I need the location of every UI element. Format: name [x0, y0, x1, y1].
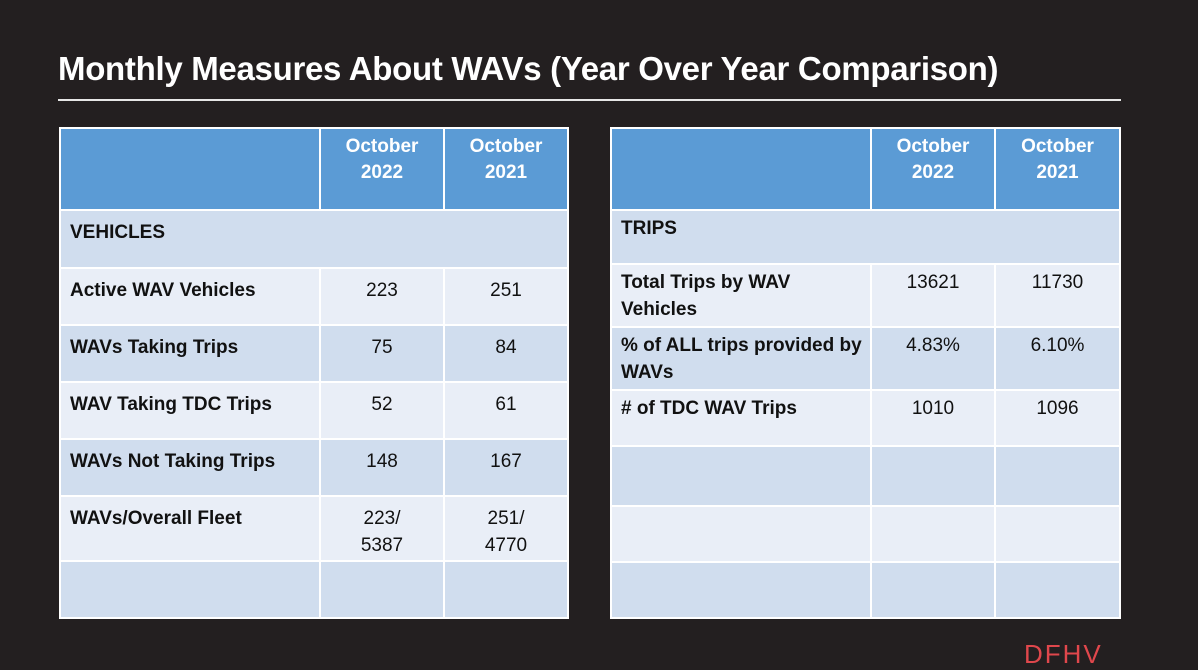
empty-cell — [443, 560, 569, 619]
value-2022: 75 — [319, 324, 445, 383]
header-october-2022: October 2022 — [319, 127, 445, 211]
empty-cell — [994, 505, 1121, 563]
empty-cell — [610, 445, 872, 507]
value-2021: 11730 — [994, 263, 1121, 328]
header-month: October — [1021, 136, 1094, 157]
value-2022: 4.83% — [870, 326, 996, 391]
value-2021: 251/ 4770 — [443, 495, 569, 562]
empty-cell — [870, 445, 996, 507]
row-label: WAVs/Overall Fleet — [59, 495, 321, 562]
table-row: WAVs Taking Trips 75 84 — [59, 324, 569, 383]
table-row: Total Trips by WAV Vehicles 13621 11730 — [610, 263, 1121, 328]
value-2021: 6.10% — [994, 326, 1121, 391]
empty-cell — [610, 561, 872, 619]
section-row: TRIPS — [610, 209, 1121, 265]
value-2022: 52 — [319, 381, 445, 440]
value-2022: 148 — [319, 438, 445, 497]
value-2021: 84 — [443, 324, 569, 383]
header-year: 2022 — [911, 162, 955, 183]
title-underline — [58, 99, 1121, 101]
header-year: 2021 — [484, 162, 528, 183]
header-month: October — [469, 136, 543, 157]
empty-cell — [610, 505, 872, 563]
empty-cell — [870, 505, 996, 563]
row-label: WAVs Not Taking Trips — [59, 438, 321, 497]
empty-cell — [59, 560, 321, 619]
trips-table: October 2022 October 2021 TRIPS Total Trip… — [610, 127, 1121, 619]
table-row: WAVs Not Taking Trips 148 167 — [59, 438, 569, 497]
row-label: Total Trips by WAV Vehicles — [610, 263, 872, 328]
header-year: 2022 — [360, 162, 404, 183]
row-label: Active WAV Vehicles — [59, 267, 321, 326]
row-label: % of ALL trips provided by WAVs — [610, 326, 872, 391]
value-2021: 1096 — [994, 389, 1121, 447]
empty-row — [610, 505, 1121, 563]
section-label-vehicles: VEHICLES — [59, 209, 569, 269]
empty-row — [610, 445, 1121, 507]
header-blank — [59, 127, 321, 211]
value-2022: 13621 — [870, 263, 996, 328]
header-october-2022: October 2022 — [870, 127, 996, 211]
value-2022: 1010 — [870, 389, 996, 447]
page-title: Monthly Measures About WAVs (Year Over Y… — [58, 50, 999, 87]
empty-cell — [870, 561, 996, 619]
table-row: WAV Taking TDC Trips 52 61 — [59, 381, 569, 440]
table-row: WAVs/Overall Fleet 223/ 5387 251/ 4770 — [59, 495, 569, 562]
value-2021: 167 — [443, 438, 569, 497]
row-label: WAVs Taking Trips — [59, 324, 321, 383]
empty-row — [610, 561, 1121, 619]
table-header-row: October 2022 October 2021 — [59, 127, 569, 211]
value-2022: 223 — [319, 267, 445, 326]
header-year: 2021 — [1036, 162, 1079, 183]
row-label: # of TDC WAV Trips — [610, 389, 872, 447]
section-label-trips: TRIPS — [610, 209, 1121, 265]
empty-cell — [319, 560, 445, 619]
vehicles-table: October 2022 October 2021 VEHICLES Active … — [59, 127, 569, 619]
value-2021: 61 — [443, 381, 569, 440]
row-label: WAV Taking TDC Trips — [59, 381, 321, 440]
empty-cell — [994, 561, 1121, 619]
table-row: Active WAV Vehicles 223 251 — [59, 267, 569, 326]
dfhv-logo-text: DFHV — [1024, 639, 1103, 669]
header-blank — [610, 127, 872, 211]
empty-row — [59, 560, 569, 619]
header-october-2021: October 2021 — [443, 127, 569, 211]
table-header-row: October 2022 October 2021 — [610, 127, 1121, 211]
value-2021: 251 — [443, 267, 569, 326]
header-october-2021: October 2021 — [994, 127, 1121, 211]
header-month: October — [345, 136, 419, 157]
section-row: VEHICLES — [59, 209, 569, 269]
table-row: # of TDC WAV Trips 1010 1096 — [610, 389, 1121, 447]
header-month: October — [896, 136, 970, 157]
value-2022: 223/ 5387 — [319, 495, 445, 562]
table-row: % of ALL trips provided by WAVs 4.83% 6.… — [610, 326, 1121, 391]
empty-cell — [994, 445, 1121, 507]
